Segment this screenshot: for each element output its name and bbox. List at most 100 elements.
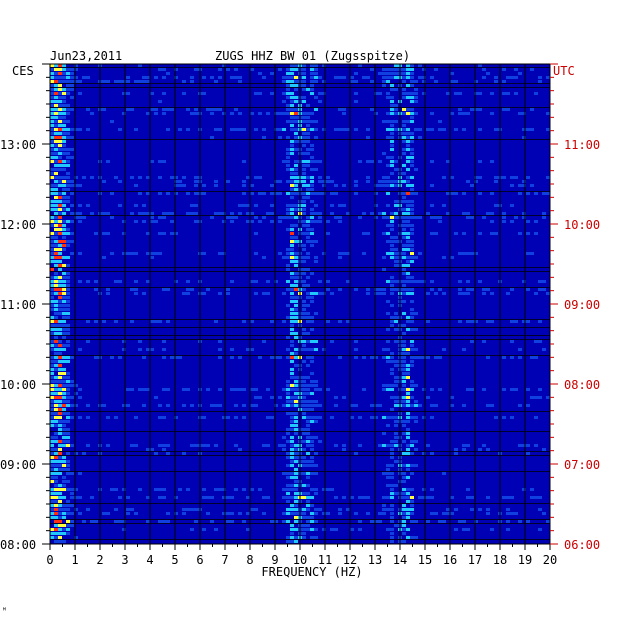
spectral-cell	[50, 416, 54, 419]
spectral-cell	[386, 464, 390, 467]
spectral-cell	[62, 180, 66, 183]
spectral-cell	[522, 136, 526, 139]
spectral-cell	[306, 332, 310, 335]
spectral-cell	[62, 76, 66, 79]
spectral-cell	[386, 112, 390, 115]
spectral-cell	[250, 192, 254, 195]
spectral-cell	[394, 420, 398, 423]
spectral-cell	[382, 348, 386, 351]
spectral-cell	[386, 252, 390, 255]
spectral-cell	[322, 348, 326, 351]
spectral-cell	[54, 224, 58, 227]
spectral-cell	[390, 452, 394, 455]
spectral-cell	[290, 140, 294, 143]
spectral-cell	[470, 508, 474, 511]
spectral-cell	[426, 356, 430, 359]
spectral-cell	[406, 112, 410, 115]
spectral-cell	[194, 108, 198, 111]
spectral-cell	[302, 168, 306, 171]
spectral-cell	[366, 288, 370, 291]
spectral-cell	[266, 416, 270, 419]
spectral-cell	[290, 540, 294, 543]
spectral-cell	[502, 212, 506, 215]
spectral-cell	[294, 184, 298, 187]
spectral-cell	[410, 224, 414, 227]
spectral-cell	[514, 92, 518, 95]
spectral-cell	[302, 344, 306, 347]
spectral-cell	[58, 348, 62, 351]
spectral-cell	[290, 320, 294, 323]
spectral-cell	[410, 380, 414, 383]
spectral-cell	[66, 520, 70, 523]
spectral-cell	[58, 384, 62, 387]
spectral-cell	[482, 76, 486, 79]
spectral-cell	[54, 356, 58, 359]
spectral-cell	[278, 68, 282, 71]
spectral-cell	[394, 200, 398, 203]
spectral-cell	[290, 216, 294, 219]
spectral-cell	[374, 216, 378, 219]
spectral-cell	[430, 388, 434, 391]
spectral-cell	[454, 452, 458, 455]
spectral-cell	[54, 104, 58, 107]
spectral-cell	[310, 464, 314, 467]
spectral-cell	[306, 252, 310, 255]
spectral-cell	[358, 216, 362, 219]
spectral-cell	[302, 176, 306, 179]
spectral-cell	[430, 204, 434, 207]
spectral-cell	[342, 396, 346, 399]
spectral-cell	[258, 356, 262, 359]
spectral-cell	[390, 396, 394, 399]
spectral-cell	[410, 132, 414, 135]
spectral-cell	[406, 92, 410, 95]
spectral-cell	[406, 372, 410, 375]
spectral-cell	[282, 76, 286, 79]
spectral-cell	[66, 184, 70, 187]
spectral-cell	[302, 332, 306, 335]
spectral-cell	[306, 464, 310, 467]
spectral-cell	[174, 192, 178, 195]
spectral-cell	[334, 76, 338, 79]
spectral-cell	[54, 492, 58, 495]
spectral-cell	[370, 356, 374, 359]
spectral-cell	[62, 148, 66, 151]
spectral-cell	[494, 128, 498, 131]
spectral-cell	[422, 280, 426, 283]
spectral-cell	[342, 76, 346, 79]
spectral-cell	[54, 456, 58, 459]
spectral-cell	[50, 276, 54, 279]
spectral-cell	[542, 280, 546, 283]
spectral-cell	[306, 520, 310, 523]
spectral-cell	[430, 452, 434, 455]
spectral-cell	[402, 352, 406, 355]
spectral-cell	[274, 128, 278, 131]
spectral-cell	[402, 380, 406, 383]
spectral-cell	[70, 496, 74, 499]
spectral-cell	[434, 292, 438, 295]
spectral-cell	[302, 308, 306, 311]
spectral-cell	[302, 428, 306, 431]
spectral-cell	[462, 528, 466, 531]
spectral-cell	[330, 292, 334, 295]
spectral-cell	[118, 280, 122, 283]
spectral-cell	[66, 208, 70, 211]
spectral-cell	[406, 132, 410, 135]
spectral-cell	[242, 184, 246, 187]
spectral-cell	[62, 200, 66, 203]
spectral-cell	[406, 148, 410, 151]
spectral-cell	[138, 340, 142, 343]
spectral-cell	[442, 128, 446, 131]
spectral-cell	[354, 100, 358, 103]
spectral-cell	[334, 404, 338, 407]
spectral-cell	[66, 164, 70, 167]
spectral-cell	[50, 452, 54, 455]
spectral-cell	[178, 488, 182, 491]
spectral-cell	[62, 272, 66, 275]
spectral-cell	[154, 108, 158, 111]
spectral-cell	[378, 444, 382, 447]
spectral-cell	[286, 180, 290, 183]
spectral-cell	[394, 424, 398, 427]
spectral-cell	[410, 364, 414, 367]
spectral-cell	[158, 160, 162, 163]
spectral-cell	[294, 520, 298, 523]
